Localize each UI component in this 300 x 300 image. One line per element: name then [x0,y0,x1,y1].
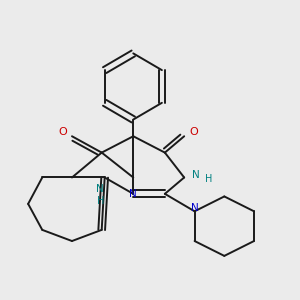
Text: H: H [97,196,104,206]
Text: N: N [96,184,104,194]
Text: O: O [58,127,67,137]
Text: N: N [191,202,199,213]
Text: H: H [205,174,212,184]
Text: O: O [189,127,198,137]
Text: N: N [129,189,137,199]
Text: N: N [192,169,200,179]
